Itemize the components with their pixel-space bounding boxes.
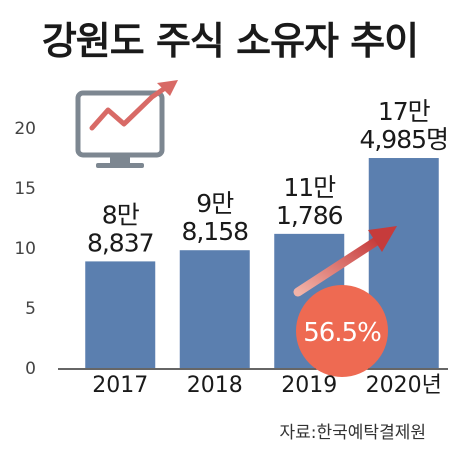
arrow-head xyxy=(368,226,397,252)
value-label: 1,786 xyxy=(276,201,343,230)
y-tick-label: 15 xyxy=(14,179,36,199)
x-tick-label: 2019 xyxy=(281,373,337,398)
value-label: 9만 xyxy=(196,189,234,218)
y-axis: 0 5 10 15 20 xyxy=(14,119,448,379)
x-axis-labels: 2017 2018 2019 2020년 xyxy=(92,373,442,398)
y-tick-label: 10 xyxy=(14,239,36,259)
trend-arrowhead xyxy=(157,80,178,96)
value-label: 17만 xyxy=(378,97,431,126)
growth-badge: 56.5% xyxy=(296,285,388,377)
monitor-chart-icon xyxy=(75,80,178,168)
monitor-screen xyxy=(75,90,165,158)
arrow-shaft xyxy=(293,235,383,297)
y-tick-label: 0 xyxy=(25,359,36,379)
source-note: 자료:한국예탁결제원 xyxy=(279,423,427,443)
y-tick-label: 20 xyxy=(14,119,36,139)
value-label: 8,158 xyxy=(181,217,248,246)
bar xyxy=(85,261,156,368)
value-label: 8,837 xyxy=(87,228,154,257)
chart-title: 강원도 주식 소유자 추이 xyxy=(41,19,419,63)
bar xyxy=(179,250,250,368)
monitor-stand xyxy=(110,156,130,165)
value-label: 11만 xyxy=(283,173,336,202)
value-label: 8만 xyxy=(102,200,140,229)
monitor-base xyxy=(96,163,144,168)
growth-arrow-icon xyxy=(293,226,397,297)
badge-text: 56.5% xyxy=(303,318,381,348)
trend-line xyxy=(89,83,171,131)
y-tick-label: 5 xyxy=(25,299,36,319)
x-tick-label: 2018 xyxy=(187,373,243,398)
x-tick-label: 2020년 xyxy=(366,373,442,398)
value-label: 4,985명 xyxy=(359,125,448,154)
badge-circle xyxy=(296,285,388,377)
x-tick-label: 2017 xyxy=(92,373,148,398)
